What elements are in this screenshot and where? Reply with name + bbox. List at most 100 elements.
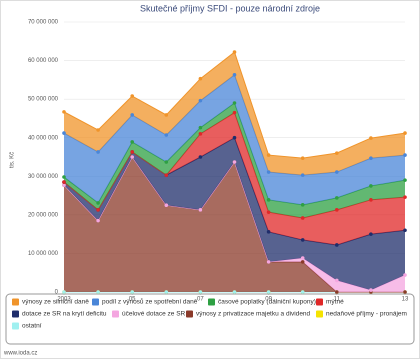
marker: [403, 228, 407, 233]
marker: [130, 150, 134, 154]
marker: [369, 136, 373, 140]
marker: [266, 230, 271, 234]
marker: [232, 101, 237, 105]
legend-label: mýtné: [326, 299, 344, 306]
marker: [130, 140, 134, 144]
marker: [232, 50, 237, 54]
x-tick-label: 09: [265, 297, 272, 303]
marker: [198, 208, 203, 212]
x-tick-label: 2003: [57, 297, 71, 303]
legend-swatch: [12, 310, 19, 318]
legend-label: dotace ze SR na krytí deficitu: [22, 311, 107, 318]
area: [64, 157, 405, 292]
marker: [164, 133, 169, 137]
marker: [198, 132, 203, 136]
legend-swatch: [12, 298, 19, 306]
marker: [300, 173, 305, 177]
marker: [164, 173, 169, 177]
marker: [335, 151, 339, 155]
marker: [164, 290, 169, 294]
marker: [198, 125, 203, 130]
marker: [369, 198, 373, 202]
y-tick-label: 30 000 000: [28, 174, 59, 180]
marker: [164, 160, 169, 164]
marker: [266, 210, 271, 214]
legend-label: výnosy ze silniční daně: [22, 299, 89, 306]
legend-label: ostatní: [22, 323, 42, 330]
legend-box: [5, 293, 415, 345]
marker: [232, 160, 237, 164]
area: [64, 74, 405, 205]
y-tick-label: 20 000 000: [28, 212, 59, 218]
marker: [96, 208, 100, 212]
x-tick-label: 13: [402, 297, 409, 303]
marker: [62, 290, 66, 294]
marker: [335, 170, 339, 174]
marker: [232, 135, 237, 140]
marker: [300, 256, 305, 260]
marker: [369, 232, 373, 236]
marker: [198, 290, 203, 294]
legend-swatch: [112, 310, 119, 318]
marker: [403, 290, 407, 294]
marker: [403, 273, 407, 277]
x-tick-label: 07: [197, 297, 204, 303]
area: [64, 112, 405, 245]
legend-swatch: [186, 310, 193, 318]
marker: [266, 260, 271, 264]
legend-swatch: [208, 298, 215, 306]
marker: [62, 180, 66, 184]
marker: [198, 155, 203, 159]
area: [64, 103, 405, 218]
legend-swatch: [12, 322, 19, 330]
area: [64, 137, 405, 291]
marker: [300, 290, 305, 294]
legend-label: podíl z výnosů ze spotřební daně: [102, 298, 198, 306]
marker: [266, 290, 271, 294]
legend-swatch: [92, 298, 99, 306]
x-tick-label: 11: [334, 297, 341, 303]
marker: [96, 150, 100, 154]
marker: [96, 218, 100, 223]
y-tick-label: 60 000 000: [28, 58, 59, 64]
marker: [335, 208, 339, 212]
marker: [369, 184, 373, 188]
marker: [232, 73, 237, 77]
marker: [96, 290, 100, 294]
marker: [232, 110, 237, 115]
marker: [130, 155, 134, 159]
marker: [369, 288, 373, 292]
marker: [300, 260, 305, 264]
marker: [300, 156, 305, 160]
legend-label: výnosy z privatizace majetku a dividend: [196, 311, 311, 318]
chart-title: Skutečné příjmy SFDI - pouze národní zdr…: [140, 3, 320, 13]
y-axis-label: tis. Kč: [10, 152, 16, 168]
marker: [96, 201, 100, 205]
marker: [335, 290, 339, 294]
marker: [266, 198, 271, 202]
marker: [335, 243, 339, 247]
marker: [335, 278, 339, 283]
marker: [403, 195, 407, 199]
marker: [300, 216, 305, 220]
marker: [62, 183, 66, 187]
y-tick-label: 40 000 000: [28, 135, 59, 141]
marker: [198, 98, 203, 103]
marker: [130, 94, 134, 98]
marker: [403, 178, 407, 182]
legend-label: nedaňové příjmy - pronájem: [326, 311, 407, 318]
legend-label: účelové dotace ze SR: [122, 311, 186, 318]
y-tick-label: 70 000 000: [28, 20, 59, 26]
marker: [232, 290, 237, 294]
legend-label: časové poplatky (dálniční kupony): [218, 299, 316, 306]
marker: [403, 153, 407, 157]
marker: [164, 113, 169, 117]
marker: [369, 156, 373, 160]
marker: [62, 110, 66, 114]
marker: [62, 175, 66, 179]
x-tick-label: 05: [129, 297, 136, 303]
marker: [130, 290, 134, 294]
marker: [335, 196, 339, 200]
marker: [62, 131, 66, 135]
